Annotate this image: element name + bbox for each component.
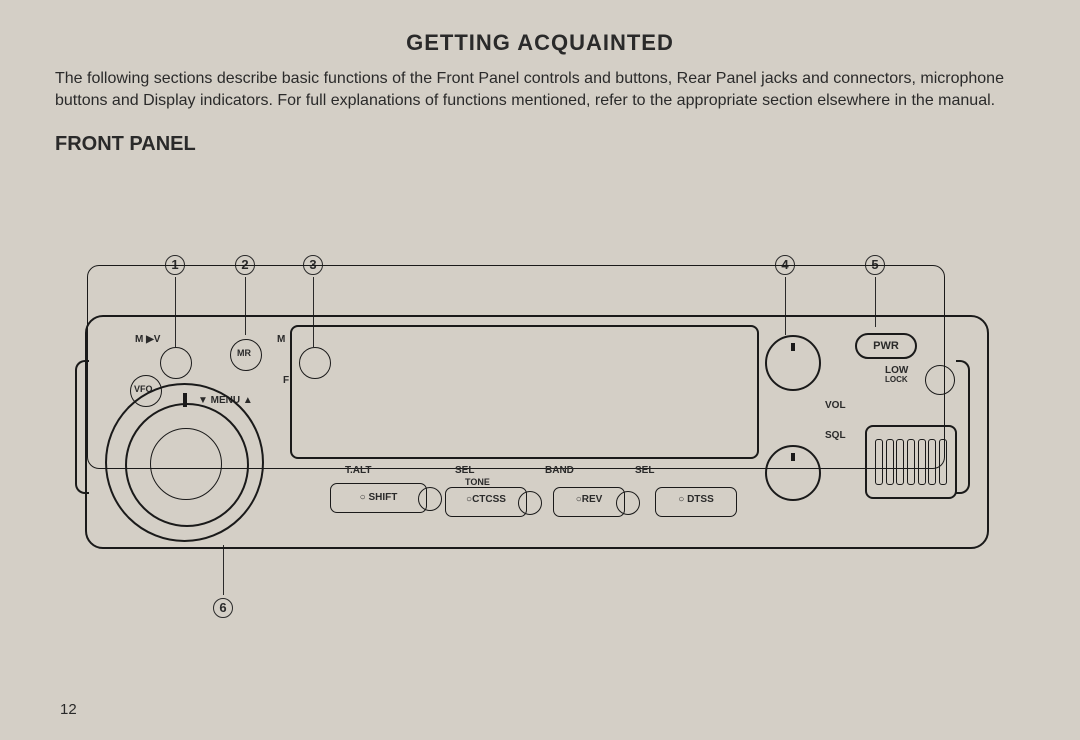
label-m: M: [277, 334, 285, 345]
vol-knob[interactable]: [765, 335, 821, 391]
label-mr: MR: [237, 348, 251, 358]
label-band: BAND: [545, 465, 574, 476]
shift-key[interactable]: ○ SHIFT: [330, 483, 427, 513]
label-m-v: M ▶V: [135, 334, 160, 345]
mic-jack[interactable]: [865, 425, 957, 499]
label-sel-1: SEL: [455, 465, 474, 476]
label-sql: SQL: [825, 430, 846, 441]
callout-6: 6: [213, 598, 233, 618]
label-lock: LOCK: [885, 375, 908, 384]
rev-key[interactable]: ○REV: [553, 487, 625, 517]
intro-paragraph: The following sections describe basic fu…: [55, 68, 1025, 111]
label-f: F: [283, 375, 289, 386]
front-panel-diagram: 1 2 3 4 5 6 M ▶V M MR VFO F ▼ MENU ▲: [65, 255, 1025, 615]
label-vol: VOL: [825, 400, 846, 411]
low-lock-button[interactable]: [925, 365, 955, 395]
tuning-knob[interactable]: [105, 383, 264, 542]
page-number: 12: [60, 701, 77, 718]
power-button[interactable]: PWR: [855, 333, 917, 359]
lcd-display: [290, 325, 759, 459]
label-sel-2: SEL: [635, 465, 654, 476]
ctcss-key[interactable]: ○CTCSS: [445, 487, 527, 517]
sql-knob[interactable]: [765, 445, 821, 501]
label-tone: TONE: [465, 477, 490, 487]
section-heading: FRONT PANEL: [55, 133, 1025, 156]
label-talt: T.ALT: [345, 465, 371, 476]
dtss-key[interactable]: ○ DTSS: [655, 487, 737, 517]
page-title: GETTING ACQUAINTED: [55, 30, 1025, 56]
mv-button[interactable]: [160, 347, 192, 379]
